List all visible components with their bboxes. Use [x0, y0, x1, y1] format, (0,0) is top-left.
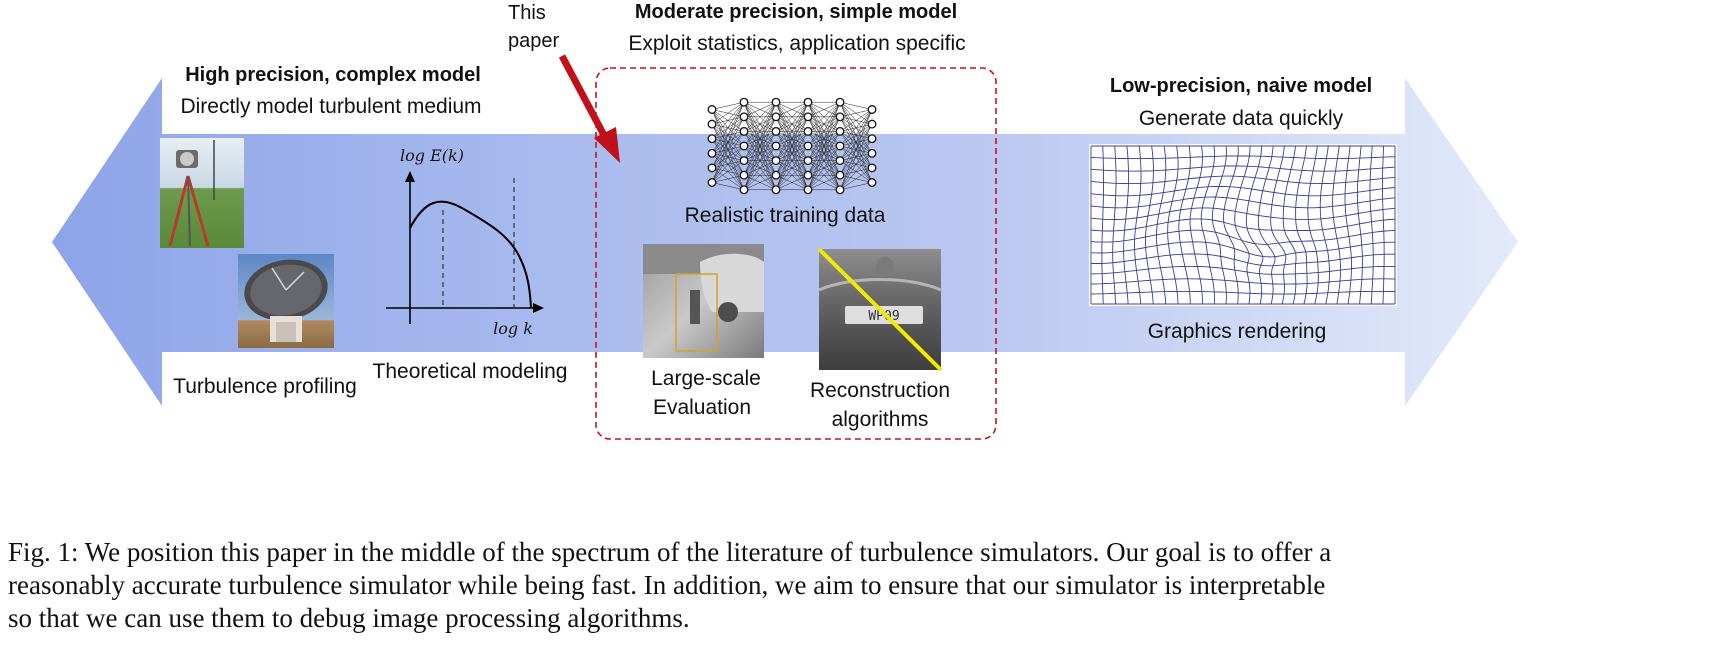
graphics-rendering-label: Graphics rendering — [1148, 320, 1327, 343]
evaluation-label-line2: Evaluation — [653, 396, 751, 419]
surveillance-frame-photo — [643, 244, 764, 358]
middle-title: Moderate precision, simple model — [635, 1, 957, 23]
left-subtitle: Directly model turbulent medium — [180, 95, 481, 118]
license-plate-photo: WP09 — [817, 247, 943, 372]
figure-caption: Fig. 1: We position this paper in the mi… — [8, 536, 1730, 635]
pointer-arrow — [558, 54, 620, 163]
pointer-label-line1: This — [508, 2, 546, 24]
warped-grid-icon — [1089, 144, 1397, 306]
evaluation-label-line1: Large-scale — [651, 367, 761, 390]
caption-line-3: so that we can use them to debug image p… — [8, 603, 690, 633]
reconstruction-label-line2: algorithms — [832, 408, 929, 431]
reconstruction-label-line1: Reconstruction — [810, 379, 950, 402]
turbulence-profiling-label: Turbulence profiling — [173, 375, 357, 398]
pointer-label-line2: paper — [508, 30, 559, 52]
right-subtitle: Generate data quickly — [1139, 107, 1344, 130]
energy-spectrum-plot: log E(k) log k — [386, 146, 544, 338]
spectrum-x-label: log k — [493, 319, 533, 338]
theoretical-modeling-label: Theoretical modeling — [373, 360, 568, 383]
highlight-box — [595, 67, 997, 440]
spectrum-y-label: log E(k) — [400, 146, 464, 165]
right-title: Low-precision, naive model — [1110, 75, 1372, 97]
radio-telescope-photo — [238, 254, 334, 348]
middle-subtitle: Exploit statistics, application specific — [628, 32, 965, 55]
weather-station-photo — [160, 138, 244, 248]
spectrum-diagram: High precision, complex model Directly m… — [52, 1, 1518, 440]
training-data-label: Realistic training data — [685, 204, 886, 227]
left-title: High precision, complex model — [185, 64, 481, 86]
caption-line-1: Fig. 1: We position this paper in the mi… — [8, 537, 1332, 567]
caption-line-2: reasonably accurate turbulence simulator… — [8, 570, 1326, 600]
neural-network-icon — [707, 97, 877, 195]
